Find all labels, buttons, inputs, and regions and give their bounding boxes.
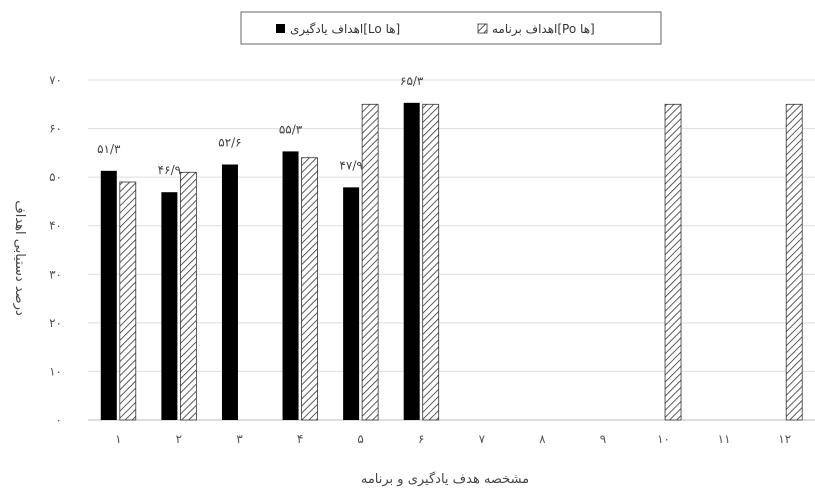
bars <box>100 102 803 421</box>
x-tick-label: ۴ <box>297 432 303 446</box>
data-label: ۵۱/۳ <box>97 142 121 156</box>
x-tick-label: ۱۲ <box>778 432 791 446</box>
legend-box <box>240 11 662 45</box>
data-label: ۵۲/۶ <box>218 136 241 150</box>
bar-lo <box>343 187 360 420</box>
y-tick-labels: ۰ ۱۰ ۲۰ ۳۰ ۴۰ ۵۰ ۶۰ ۷۰ <box>49 73 62 427</box>
x-tick-labels: ۱ ۲ ۳ ۴ ۵ ۶ ۷ ۸ ۹ ۱۰ ۱۱ ۱۲ <box>115 432 791 446</box>
y-tick-label: ۵۰ <box>49 170 62 184</box>
bar-po <box>785 103 803 421</box>
data-label: ۴۶/۹ <box>158 163 181 177</box>
legend-swatch-po <box>477 23 488 34</box>
bar-po <box>422 103 440 421</box>
x-tick-label: ۹ <box>600 432 606 446</box>
data-label: ۵۵/۳ <box>279 122 303 136</box>
x-tick-label: ۱۱ <box>718 432 731 446</box>
bar-lo <box>100 170 117 420</box>
bar-po <box>361 103 379 421</box>
bar-po <box>179 171 197 421</box>
x-tick-label: ۶ <box>418 432 424 446</box>
data-label: ۴۷/۹ <box>339 158 362 172</box>
bar-po <box>664 103 682 421</box>
bar-po <box>301 157 318 421</box>
y-tick-label: ۴۰ <box>49 219 62 233</box>
x-tick-label: ۳ <box>236 432 243 446</box>
legend-label-po: اهداف برنامه[Po ها] <box>492 22 595 37</box>
legend-label-lo: اهداف یادگیری[Lo ها] <box>290 22 400 37</box>
gridlines <box>88 79 815 421</box>
x-tick-label: ۸ <box>539 432 546 446</box>
bar-lo <box>403 102 420 420</box>
bar-lo <box>161 192 178 420</box>
bar-po <box>119 181 137 421</box>
y-tick-label: ۳۰ <box>49 267 62 281</box>
x-tick-label: ۱۰ <box>657 432 670 446</box>
y-tick-label: ۰ <box>56 413 62 427</box>
data-label: ۶۵/۳ <box>400 74 424 88</box>
y-axis-title: درصد دستیابی اهداف <box>12 200 27 316</box>
x-axis-title: مشخصه هدف یادگیری و برنامه <box>361 471 529 487</box>
y-tick-label: ۷۰ <box>49 73 62 87</box>
bar-lo <box>282 151 299 420</box>
legend-swatch-lo <box>276 24 285 33</box>
y-tick-label: ۲۰ <box>49 316 62 330</box>
data-labels: ۵۱/۳ ۴۶/۹ ۵۲/۶ ۵۵/۳ ۴۷/۹ ۶۵/۳ <box>97 74 424 177</box>
x-tick-label: ۷ <box>479 432 486 446</box>
x-tick-label: ۲ <box>176 432 182 446</box>
legend: اهداف یادگیری[Lo ها] اهداف برنامه[Po ها] <box>240 11 662 45</box>
y-tick-label: ۶۰ <box>49 122 62 136</box>
x-tick-label: ۱ <box>115 432 121 446</box>
bar-lo <box>221 164 238 420</box>
y-tick-label: ۱۰ <box>49 364 62 378</box>
x-tick-label: ۵ <box>357 432 363 446</box>
